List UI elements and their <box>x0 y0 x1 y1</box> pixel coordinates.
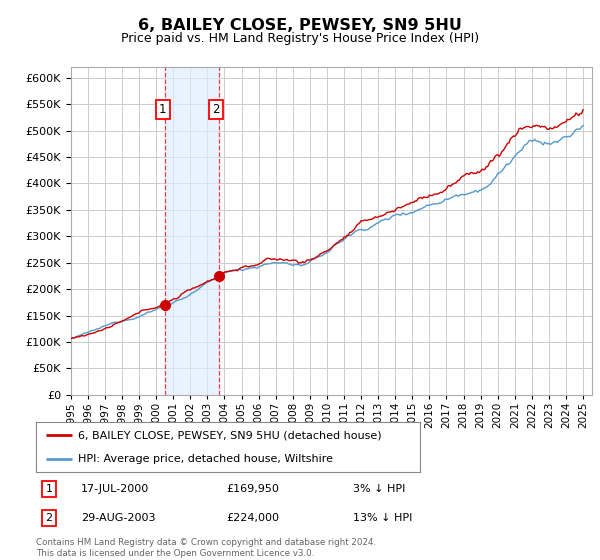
Text: 2: 2 <box>212 103 220 116</box>
Text: 6, BAILEY CLOSE, PEWSEY, SN9 5HU: 6, BAILEY CLOSE, PEWSEY, SN9 5HU <box>138 18 462 33</box>
Text: Contains HM Land Registry data © Crown copyright and database right 2024.
This d: Contains HM Land Registry data © Crown c… <box>36 538 376 558</box>
Text: 17-JUL-2000: 17-JUL-2000 <box>81 484 149 494</box>
Bar <box>166 67 218 395</box>
Text: 1: 1 <box>46 484 53 494</box>
Text: Price paid vs. HM Land Registry's House Price Index (HPI): Price paid vs. HM Land Registry's House … <box>121 32 479 45</box>
Text: HPI: Average price, detached house, Wiltshire: HPI: Average price, detached house, Wilt… <box>78 454 333 464</box>
Text: 1: 1 <box>159 103 167 116</box>
Text: 6, BAILEY CLOSE, PEWSEY, SN9 5HU (detached house): 6, BAILEY CLOSE, PEWSEY, SN9 5HU (detach… <box>78 430 382 440</box>
Text: £169,950: £169,950 <box>226 484 279 494</box>
Text: £224,000: £224,000 <box>226 513 279 522</box>
Text: 29-AUG-2003: 29-AUG-2003 <box>81 513 155 522</box>
Text: 13% ↓ HPI: 13% ↓ HPI <box>353 513 412 522</box>
Text: 3% ↓ HPI: 3% ↓ HPI <box>353 484 405 494</box>
Text: 2: 2 <box>46 513 53 522</box>
